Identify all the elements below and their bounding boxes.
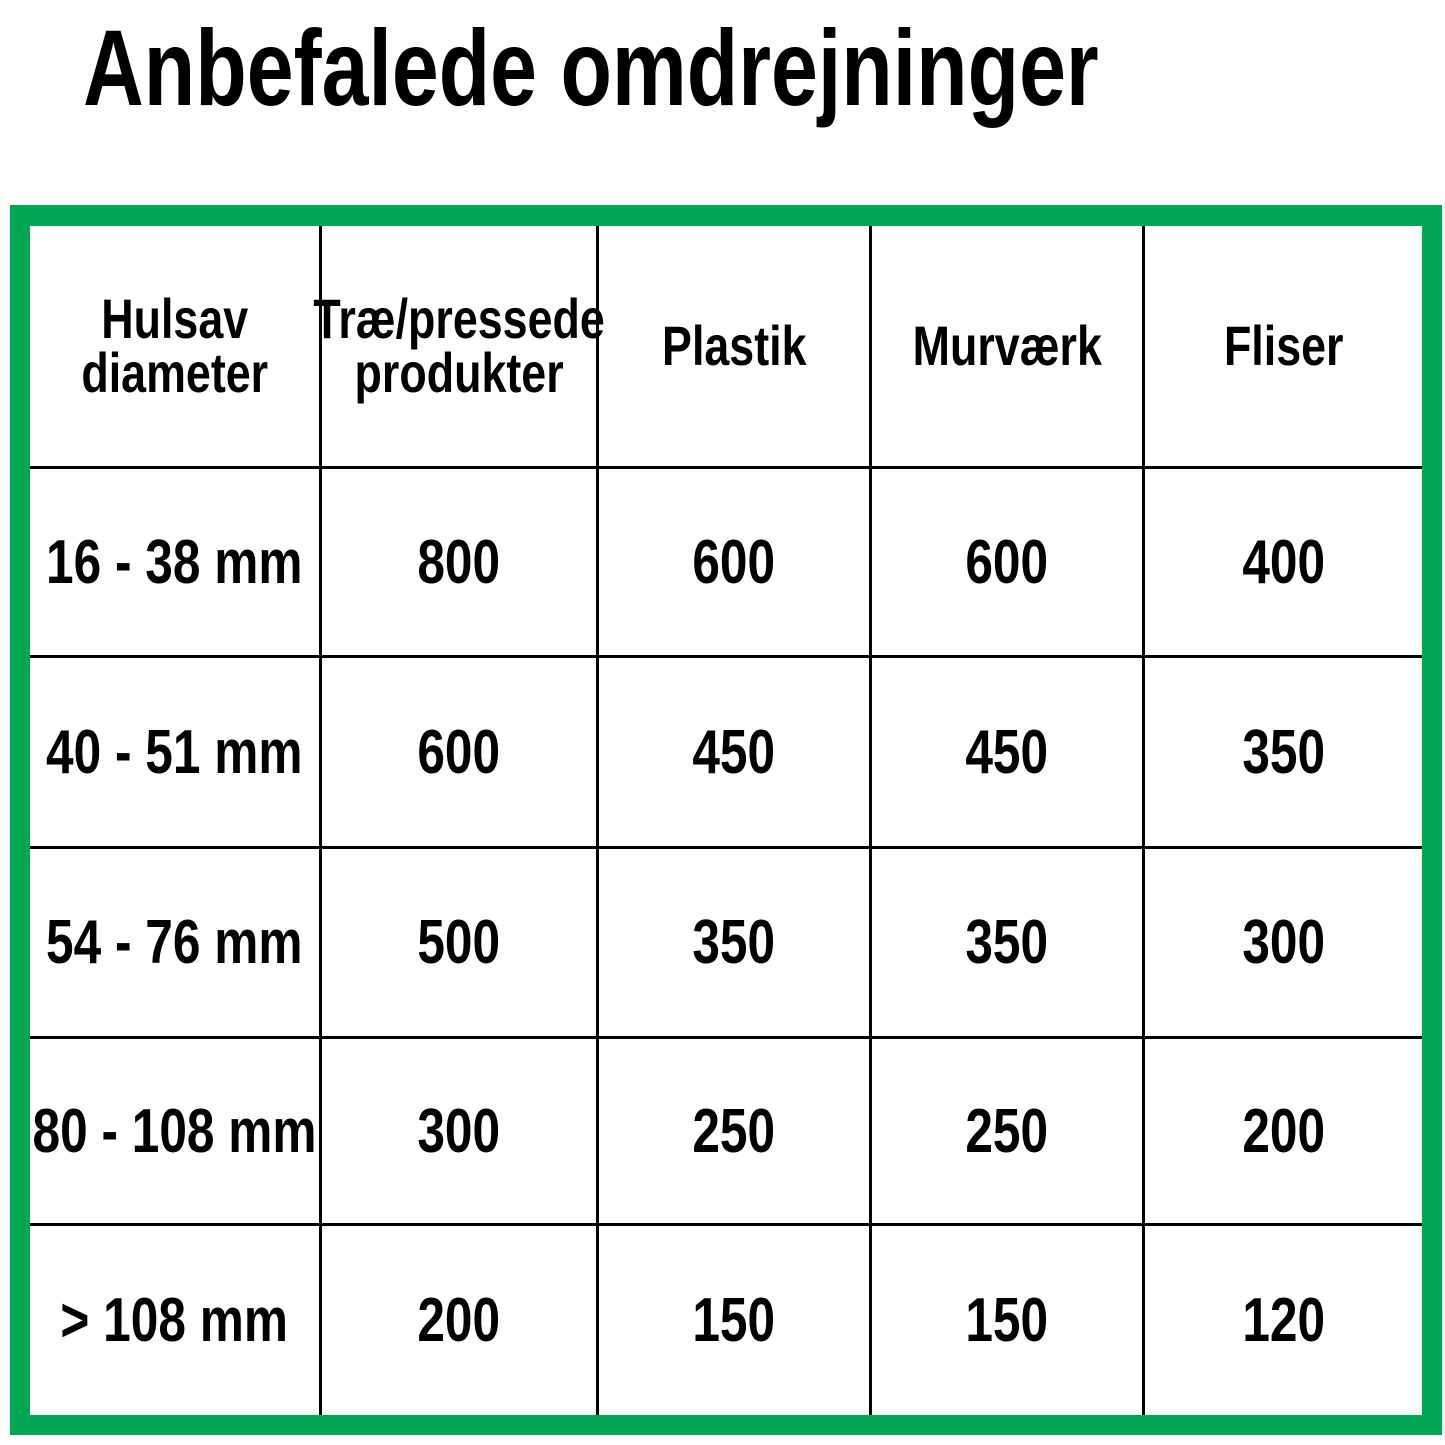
rpm-value: 150 <box>692 1286 776 1355</box>
rpm-value: 300 <box>1242 908 1325 977</box>
rpm-value: 800 <box>417 527 501 597</box>
rpm-cell: 600 <box>872 469 1145 658</box>
header-cell: Træ/pressede produkter <box>313 226 605 469</box>
rpm-value: 350 <box>965 908 1049 977</box>
header-line: produkter <box>354 341 564 404</box>
diameter-cell: 40 - 51 mm <box>30 658 322 849</box>
rpm-cell: 800 <box>322 469 599 658</box>
rpm-table: Hulsav diameter Træ/pressede produkter Plast… <box>30 226 1422 1415</box>
header-line: Plastik <box>661 314 807 377</box>
rpm-value: 150 <box>965 1286 1049 1355</box>
header-label: Plastik <box>661 314 807 377</box>
rpm-value: 600 <box>965 527 1049 597</box>
diameter-cell: 54 - 76 mm <box>30 849 322 1039</box>
header-line: Hulsav <box>101 287 248 350</box>
diameter-value: 16 - 38 mm <box>46 527 303 597</box>
rpm-cell: 400 <box>1145 469 1422 658</box>
header-cell: Murværk <box>872 226 1145 469</box>
table-container: Hulsav diameter Træ/pressede produkter Plast… <box>30 226 1422 1415</box>
header-line: Murværk <box>912 314 1102 377</box>
diameter-value: 54 - 76 mm <box>46 908 303 977</box>
rpm-cell: 150 <box>872 1226 1145 1415</box>
rpm-cell: 350 <box>599 849 872 1039</box>
header-label: Træ/pressede produkter <box>313 287 605 404</box>
rpm-cell: 350 <box>872 849 1145 1039</box>
rpm-cell: 600 <box>322 658 599 849</box>
rpm-value: 120 <box>1242 1286 1325 1355</box>
rpm-cell: 500 <box>322 849 599 1039</box>
header-line: Fliser <box>1223 314 1344 377</box>
diameter-value: > 108 mm <box>60 1286 289 1355</box>
rpm-cell: 350 <box>1145 658 1422 849</box>
diameter-cell: > 108 mm <box>30 1226 322 1415</box>
rpm-cell: 200 <box>322 1226 599 1415</box>
diameter-cell: 80 - 108 mm <box>30 1039 322 1226</box>
header-line: diameter <box>81 341 268 404</box>
diameter-cell: 16 - 38 mm <box>30 469 322 658</box>
rpm-cell: 250 <box>599 1039 872 1226</box>
diameter-value: 80 - 108 mm <box>32 1096 317 1166</box>
rpm-cell: 200 <box>1145 1039 1422 1226</box>
header-label: Murværk <box>912 314 1102 377</box>
header-cell: Hulsav diameter <box>30 226 322 469</box>
rpm-cell: 300 <box>322 1039 599 1226</box>
rpm-value: 600 <box>692 527 776 597</box>
rpm-cell: 450 <box>872 658 1145 849</box>
rpm-value: 450 <box>965 717 1049 787</box>
rpm-value: 350 <box>692 908 776 977</box>
rpm-value: 250 <box>692 1096 776 1166</box>
rpm-cell: 300 <box>1145 849 1422 1039</box>
header-cell: Fliser <box>1145 226 1422 469</box>
rpm-value: 300 <box>417 1096 501 1166</box>
rpm-value: 600 <box>417 717 501 787</box>
rpm-value: 200 <box>1242 1096 1325 1166</box>
rpm-cell: 120 <box>1145 1226 1422 1415</box>
header-label: Fliser <box>1223 314 1344 377</box>
rpm-cell: 450 <box>599 658 872 849</box>
rpm-cell: 600 <box>599 469 872 658</box>
rpm-cell: 250 <box>872 1039 1145 1226</box>
page-title: Anbefalede omdrejninger <box>82 7 1099 128</box>
diameter-value: 40 - 51 mm <box>46 717 303 787</box>
rpm-value: 450 <box>692 717 776 787</box>
rpm-value: 250 <box>965 1096 1049 1166</box>
table-frame: Hulsav diameter Træ/pressede produkter Plast… <box>10 205 1442 1435</box>
header-cell: Plastik <box>599 226 872 469</box>
header-label: Hulsav diameter <box>81 287 268 404</box>
rpm-cell: 150 <box>599 1226 872 1415</box>
header-line: Træ/pressede <box>313 287 605 350</box>
rpm-value: 500 <box>417 908 501 977</box>
rpm-value: 350 <box>1242 717 1325 787</box>
rpm-value: 400 <box>1242 527 1325 597</box>
rpm-value: 200 <box>417 1286 501 1355</box>
